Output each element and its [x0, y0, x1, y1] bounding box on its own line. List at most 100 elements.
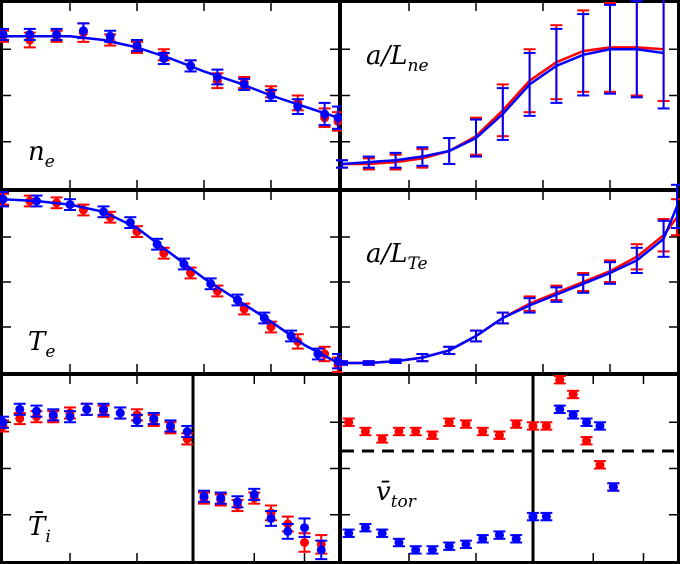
data-point: [105, 31, 115, 41]
error-bar: [604, 3, 616, 95]
error-bar: [389, 358, 402, 364]
data-point: [568, 410, 578, 420]
data-point: [99, 404, 108, 414]
label-text: a/L: [366, 239, 408, 269]
data-point: [478, 427, 488, 436]
data-point: [511, 419, 521, 429]
data-point: [427, 430, 437, 440]
error-bar: [496, 87, 509, 141]
data-point: [541, 512, 551, 522]
data-point: [344, 528, 354, 538]
error-bar: [443, 345, 456, 355]
data-point: [582, 436, 592, 446]
data-point: [582, 417, 592, 427]
error-bar: [604, 261, 616, 285]
panel-label: ne: [28, 137, 55, 172]
label-subscript: ne: [408, 56, 429, 76]
error-bar: [389, 151, 402, 169]
data-point: [15, 414, 25, 424]
panel-label: a/Lne: [366, 41, 429, 76]
data-point: [360, 523, 370, 533]
label-subscript: Te: [408, 254, 428, 274]
data-point: [494, 430, 504, 440]
data-point: [52, 29, 62, 39]
label-subscript: e: [45, 152, 55, 172]
label-subscript: i: [45, 527, 50, 547]
label-subscript: e: [45, 342, 55, 362]
data-point: [461, 419, 471, 429]
panel-label: v̄tor: [376, 477, 417, 512]
data-point: [15, 404, 25, 414]
panel: [342, 3, 677, 188]
error-bar: [496, 311, 509, 325]
data-point: [82, 404, 92, 414]
data-point: [478, 534, 488, 544]
error-bar: [416, 353, 429, 363]
data-point: [149, 414, 159, 424]
error-bar: [657, 0, 670, 110]
data-point: [377, 434, 387, 444]
data-point: [300, 523, 309, 533]
data-point: [494, 530, 504, 540]
label-text: n: [28, 137, 45, 167]
error-bar: [577, 273, 590, 294]
label-text: T: [28, 327, 47, 357]
data-point: [316, 545, 326, 555]
error-bar: [657, 219, 670, 258]
data-point: [528, 421, 538, 431]
data-point: [199, 491, 209, 501]
data-point: [511, 534, 521, 544]
error-bar: [336, 159, 348, 169]
data-point: [166, 421, 175, 431]
error-bar: [630, 246, 643, 274]
data-point: [377, 528, 387, 538]
data-point: [300, 538, 309, 547]
data-point: [115, 408, 125, 418]
data-point: [283, 526, 293, 536]
error-bar: [470, 329, 482, 343]
data-point: [608, 482, 618, 492]
label-text: v̄: [376, 477, 391, 507]
data-point: [249, 489, 259, 499]
data-point: [394, 427, 404, 436]
error-bar: [416, 146, 429, 167]
error-bar: [362, 360, 375, 366]
label-text: T̄: [28, 510, 47, 542]
data-point: [266, 322, 276, 332]
data-point: [65, 412, 75, 422]
data-point: [266, 513, 276, 523]
data-point: [444, 541, 454, 551]
error-bar: [577, 13, 590, 97]
error-bar: [630, 0, 643, 99]
data-point: [132, 415, 142, 425]
data-point: [360, 427, 370, 436]
error-bar: [523, 297, 536, 314]
error-bar: [443, 137, 456, 165]
panel-label: Te: [28, 327, 55, 362]
data-point: [541, 421, 551, 431]
panel: [3, 376, 338, 561]
data-point: [411, 427, 421, 436]
error-bar: [550, 286, 563, 303]
data-point: [32, 406, 41, 416]
data-point: [344, 417, 354, 427]
data-point: [78, 26, 88, 36]
data-point: [568, 390, 578, 399]
label-subscript: tor: [391, 492, 417, 512]
panel: [342, 376, 677, 561]
panel-label: T̄i: [28, 510, 51, 547]
data-point: [216, 493, 226, 503]
panel: [342, 192, 677, 372]
data-point: [427, 545, 437, 555]
error-bar: [671, 183, 680, 229]
data-point: [595, 460, 605, 470]
data-point: [411, 545, 421, 555]
data-point: [233, 497, 242, 507]
data-point: [0, 417, 8, 427]
error-bar: [550, 27, 563, 104]
fit-line: [3, 35, 339, 119]
error-bar: [336, 360, 348, 366]
data-point: [461, 539, 471, 549]
data-point: [555, 404, 565, 414]
